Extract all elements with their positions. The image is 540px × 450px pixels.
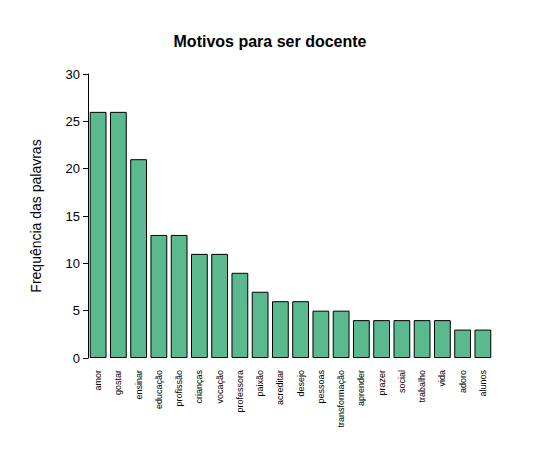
svg-text:crianças: crianças (194, 370, 204, 404)
svg-text:profissão: profissão (174, 370, 184, 407)
svg-text:prazer: prazer (377, 370, 387, 396)
svg-text:professora: professora (235, 370, 245, 413)
svg-text:gostar: gostar (113, 370, 123, 395)
svg-text:vida: vida (437, 370, 447, 387)
svg-text:educação: educação (154, 370, 164, 409)
svg-text:10: 10 (66, 256, 80, 271)
svg-text:paixão: paixão (255, 370, 265, 397)
svg-text:amor: amor (93, 370, 103, 391)
svg-text:adoro: adoro (458, 370, 468, 393)
svg-text:pessoas: pessoas (316, 370, 326, 404)
svg-text:30: 30 (66, 67, 80, 82)
svg-text:acreditar: acreditar (275, 370, 285, 405)
svg-text:desejo: desejo (296, 370, 306, 397)
svg-text:aprender: aprender (356, 370, 366, 406)
svg-text:social: social (397, 370, 407, 393)
svg-text:15: 15 (66, 209, 80, 224)
svg-text:5: 5 (73, 303, 80, 318)
svg-text:ensinar: ensinar (134, 370, 144, 400)
svg-text:vocação: vocação (215, 370, 225, 404)
svg-text:trabalho: trabalho (417, 370, 427, 403)
svg-text:0: 0 (73, 351, 80, 366)
svg-text:alunos: alunos (478, 370, 488, 397)
svg-text:transformação: transformação (336, 370, 346, 428)
svg-text:Frequência das palavras: Frequência das palavras (28, 139, 44, 292)
svg-text:20: 20 (66, 161, 80, 176)
svg-text:Motivos para ser docente: Motivos para ser docente (174, 33, 367, 50)
svg-text:25: 25 (66, 114, 80, 129)
